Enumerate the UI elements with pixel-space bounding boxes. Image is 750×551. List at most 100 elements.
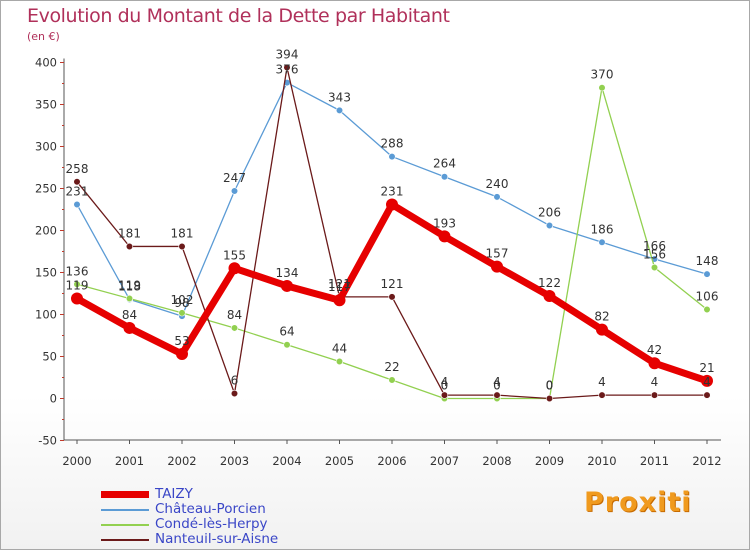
- series-lines: [71, 63, 713, 403]
- x-tick-label: 2000: [62, 454, 91, 468]
- data-point: [648, 357, 661, 370]
- data-point: [545, 394, 554, 403]
- data-label: 181: [118, 226, 141, 240]
- data-label: 121: [328, 277, 351, 291]
- data-label: 0: [546, 379, 554, 393]
- data-label: 186: [591, 222, 614, 236]
- data-point: [73, 200, 81, 209]
- x-tick-label: 2003: [220, 454, 249, 468]
- data-point: [596, 323, 608, 336]
- data-label: 84: [227, 308, 242, 322]
- data-label: 247: [223, 171, 246, 185]
- data-point: [388, 152, 396, 161]
- data-label: 102: [171, 293, 194, 307]
- data-label: 119: [66, 279, 89, 293]
- data-point: [230, 389, 239, 398]
- legend-label: Nanteuil-sur-Aisne: [155, 531, 279, 547]
- data-label: 156: [643, 247, 666, 261]
- data-label: 4: [441, 375, 449, 389]
- legend-label: Château-Porcien: [155, 501, 266, 517]
- data-label: 21: [699, 361, 714, 375]
- data-point: [73, 178, 81, 186]
- x-tick-label: 2008: [482, 454, 511, 468]
- data-point: [703, 391, 711, 399]
- data-label: 4: [493, 375, 501, 389]
- y-tick-label: 200: [35, 224, 57, 238]
- data-point: [228, 262, 241, 275]
- data-label: 121: [381, 277, 404, 291]
- data-point: [335, 357, 344, 366]
- data-label: 44: [332, 342, 347, 356]
- y-tick-label: 100: [35, 308, 57, 322]
- data-label: 258: [66, 162, 89, 176]
- data-point: [333, 294, 346, 307]
- data-label: 0: [493, 379, 501, 393]
- y-tick-label: 150: [35, 266, 57, 280]
- legend-label: TAIZY: [155, 486, 193, 502]
- y-tick-label: 50: [42, 350, 57, 364]
- data-label: 166: [643, 239, 666, 253]
- data-point: [440, 173, 449, 181]
- data-label: 193: [433, 216, 456, 230]
- data-point: [703, 305, 711, 314]
- data-label: 155: [223, 248, 246, 262]
- chart-title: Evolution du Montant de la Dette par Hab…: [27, 5, 450, 27]
- x-tick-label: 2004: [272, 454, 301, 468]
- data-point: [123, 321, 136, 334]
- data-label: 98: [174, 296, 189, 310]
- data-label: 118: [118, 279, 141, 293]
- data-point: [388, 376, 396, 384]
- x-tick-label: 2002: [167, 454, 196, 468]
- data-label: 157: [486, 247, 509, 261]
- legend: TAIZY Château-Porcien Condé-lès-Herpy Nante…: [101, 487, 278, 547]
- x-tick-label: 2001: [115, 454, 144, 468]
- data-point: [386, 198, 398, 211]
- data-point: [281, 279, 293, 292]
- legend-swatch: [101, 508, 149, 511]
- data-point: [388, 293, 396, 301]
- proxiti-logo: Proxiti: [584, 487, 692, 518]
- legend-swatch: [101, 523, 149, 526]
- data-point: [650, 391, 659, 399]
- data-label: 6: [231, 373, 239, 387]
- data-point: [545, 221, 554, 230]
- data-point: [176, 347, 188, 360]
- data-label: 106: [696, 289, 719, 303]
- data-point: [125, 242, 134, 251]
- data-label: 240: [486, 177, 509, 191]
- data-label: 134: [276, 266, 299, 280]
- data-label: 231: [381, 184, 404, 198]
- data-point: [598, 238, 606, 246]
- x-tick-label: 2010: [587, 454, 616, 468]
- data-label: 84: [122, 308, 137, 322]
- data-label: 117: [328, 280, 351, 294]
- x-tick-label: 2005: [325, 454, 354, 468]
- data-point: [73, 280, 81, 288]
- data-point: [71, 292, 83, 305]
- data-point: [703, 270, 711, 278]
- x-tick-label: 2011: [640, 454, 669, 468]
- unit-label: (en €): [27, 30, 60, 43]
- data-label: 64: [279, 325, 294, 339]
- data-labels: 119 84 53 155 134 117 231 193 157 122 82 42 21 231 118…: [66, 48, 719, 393]
- data-label: 343: [328, 90, 351, 104]
- data-label: 206: [538, 205, 561, 219]
- data-label: 4: [598, 375, 606, 389]
- data-label: 53: [174, 334, 189, 348]
- legend-item: TAIZY: [101, 487, 278, 502]
- y-tick-label: 300: [35, 140, 57, 154]
- data-label: 264: [433, 157, 456, 171]
- data-point: [701, 374, 713, 387]
- y-tick-label: 350: [35, 98, 57, 112]
- data-label: 0: [546, 379, 554, 393]
- x-tick-label: 2009: [535, 454, 564, 468]
- data-point: [178, 309, 186, 317]
- data-label: 231: [66, 184, 89, 198]
- data-label: 122: [538, 276, 561, 290]
- legend-swatch: [101, 491, 149, 498]
- data-point: [650, 263, 659, 272]
- data-label: 181: [171, 226, 194, 240]
